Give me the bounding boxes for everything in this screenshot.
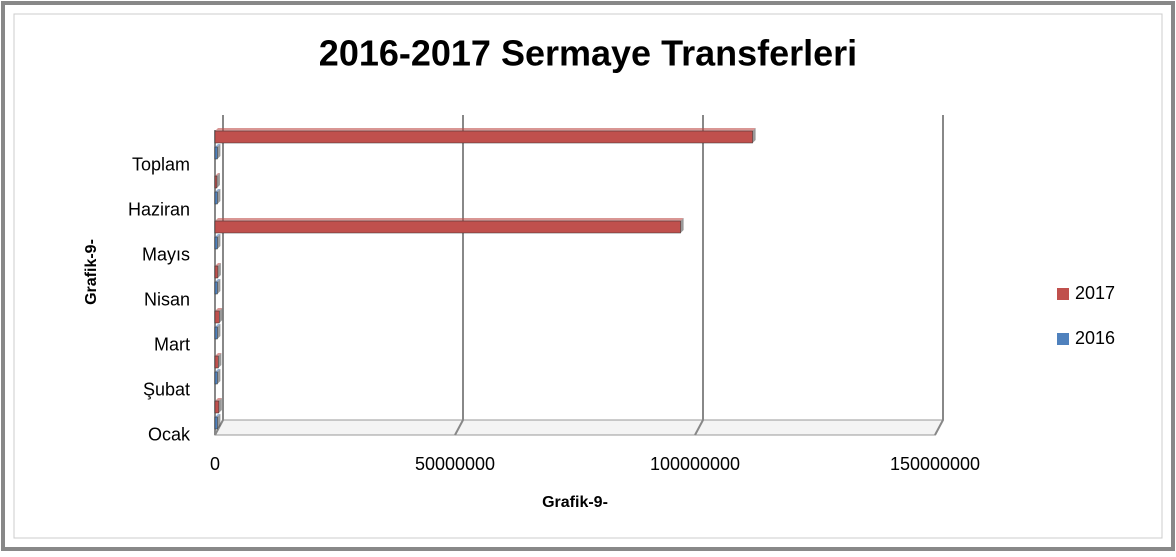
y-tick-label: Nisan <box>144 289 190 309</box>
bar <box>214 175 218 189</box>
bar-top <box>215 324 221 327</box>
bar <box>214 191 218 205</box>
bar <box>214 400 220 414</box>
floor <box>214 419 944 436</box>
bar-top <box>215 263 221 266</box>
y-tick-label: Haziran <box>128 199 190 219</box>
bar-top <box>215 128 756 131</box>
y-tick-label: Mart <box>154 334 190 354</box>
bar-side <box>218 353 222 368</box>
legend-swatch <box>1057 288 1069 300</box>
bar-side <box>217 144 221 159</box>
x-tick-label: 0 <box>210 454 220 474</box>
bar-side <box>680 218 684 233</box>
bar-top <box>215 398 222 401</box>
bar-side <box>217 324 221 339</box>
legend-swatch <box>1057 333 1069 345</box>
bar-side <box>217 189 221 204</box>
bar-side <box>217 414 221 429</box>
bar <box>214 310 220 324</box>
legend-label: 2017 <box>1075 283 1115 303</box>
x-tick-label: 50000000 <box>415 454 495 474</box>
bar <box>214 416 218 430</box>
inner-frame <box>13 13 1163 539</box>
bar-side <box>216 173 220 188</box>
bar <box>214 326 218 340</box>
bar-side <box>217 369 221 384</box>
chart-title: 2016-2017 Sermaye Transferleri <box>319 33 857 74</box>
bar-top <box>215 234 221 237</box>
grid-line <box>694 115 704 436</box>
bar <box>214 130 753 144</box>
bar-top <box>215 369 221 372</box>
x-tick-label: 150000000 <box>890 454 980 474</box>
y-tick-label: Şubat <box>143 379 190 399</box>
bar-top <box>215 144 221 147</box>
legend-label: 2016 <box>1075 328 1115 348</box>
bar-side <box>219 308 223 323</box>
bar-side <box>752 128 756 143</box>
y-tick-label: Toplam <box>132 154 190 174</box>
x-tick-label: 100000000 <box>650 454 740 474</box>
bar-side <box>217 279 221 294</box>
grid-line <box>214 115 224 436</box>
y-tick-label: Ocak <box>148 424 191 444</box>
bar <box>214 146 218 160</box>
bar-top <box>215 414 221 417</box>
bar-top <box>215 308 223 311</box>
y-axis-label: Grafik-9- <box>83 239 100 305</box>
bar-top <box>215 189 221 192</box>
bar <box>214 265 219 279</box>
bar <box>214 281 218 295</box>
bar-side <box>218 398 222 413</box>
bar <box>214 236 218 250</box>
bar-side <box>217 263 221 278</box>
bar <box>214 355 219 369</box>
grid-line <box>454 115 464 436</box>
bar <box>214 220 681 234</box>
y-tick-label: Mayıs <box>142 244 190 264</box>
x-axis-label: Grafik-9- <box>542 494 608 511</box>
bar-side <box>217 234 221 249</box>
bar-top <box>215 218 684 221</box>
bar <box>214 371 218 385</box>
bar-top <box>215 173 220 176</box>
grid-line <box>934 115 944 436</box>
bar-top <box>215 353 222 356</box>
bar-top <box>215 279 221 282</box>
